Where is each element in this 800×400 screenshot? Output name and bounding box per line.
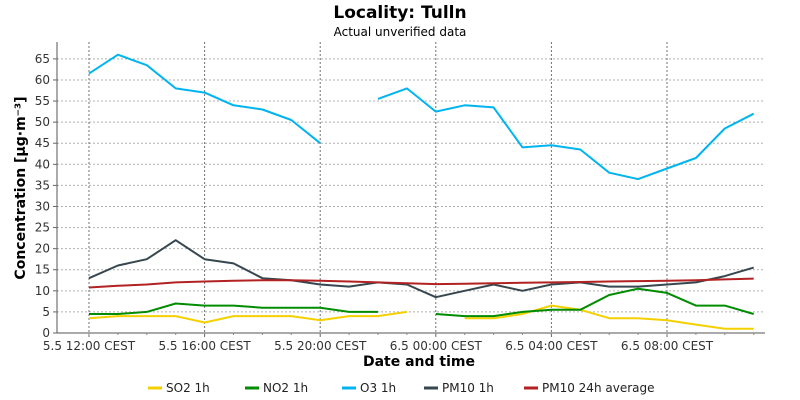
series-line-o3-1h bbox=[88, 53, 321, 144]
x-tick-label: 5.5 20:00 CEST bbox=[274, 339, 367, 353]
legend-label-so2-1h: SO2 1h bbox=[166, 381, 210, 395]
y-tick-label: 20 bbox=[35, 242, 50, 256]
grid-lines bbox=[57, 42, 765, 333]
y-axis-ticks: 0 5 10 15 20 25 30 35 40 45 50 55 60 65 bbox=[35, 52, 57, 340]
x-axis-ticks: 5.5 12:00 CEST 5.5 16:00 CEST 5.5 20:00 CE… bbox=[43, 333, 755, 353]
series-line-no2-1h bbox=[435, 287, 754, 318]
x-tick-label: 5.5 12:00 CEST bbox=[43, 339, 136, 353]
x-tick-label: 6.5 00:00 CEST bbox=[390, 339, 483, 353]
y-tick-label: 10 bbox=[35, 284, 50, 298]
y-tick-label: 30 bbox=[35, 199, 50, 213]
y-tick-label: 35 bbox=[35, 178, 50, 192]
chart-title: Locality: Tulln bbox=[333, 3, 466, 23]
legend-label-pm10-24h-average: PM10 24h average bbox=[542, 381, 655, 395]
x-tick-label: 5.5 16:00 CEST bbox=[158, 339, 251, 353]
series-layer bbox=[88, 53, 755, 330]
series-line-pm10-24h-average bbox=[88, 277, 754, 289]
series-line-so2-1h bbox=[88, 310, 408, 324]
y-tick-label: 50 bbox=[35, 115, 50, 129]
series-line-o3-1h bbox=[377, 87, 755, 181]
y-tick-label: 0 bbox=[42, 326, 50, 340]
y-tick-label: 55 bbox=[35, 94, 50, 108]
series-line-so2-1h bbox=[464, 304, 754, 330]
legend: SO2 1h NO2 1h O3 1h PM10 1h PM10 24h average bbox=[148, 381, 655, 395]
x-tick-label: 6.5 04:00 CEST bbox=[505, 339, 598, 353]
y-tick-label: 45 bbox=[35, 136, 50, 150]
y-tick-label: 15 bbox=[35, 263, 50, 277]
y-tick-label: 5 bbox=[42, 305, 50, 319]
y-tick-label: 60 bbox=[35, 73, 50, 87]
y-tick-label: 65 bbox=[35, 52, 50, 66]
series-line-no2-1h bbox=[89, 302, 378, 315]
chart-subtitle: Actual unverified data bbox=[334, 25, 467, 39]
axes bbox=[56, 42, 765, 334]
y-tick-label: 25 bbox=[35, 221, 50, 235]
legend-label-o3-1h: O3 1h bbox=[360, 381, 396, 395]
x-axis-label: Date and time bbox=[363, 354, 475, 370]
y-axis-label: Concentration [µg·m⁻³] bbox=[13, 96, 29, 279]
y-tick-label: 40 bbox=[35, 157, 50, 171]
x-tick-label: 6.5 08:00 CEST bbox=[621, 339, 714, 353]
legend-label-no2-1h: NO2 1h bbox=[263, 381, 308, 395]
series-line-pm10-1h bbox=[88, 239, 754, 299]
plot-area bbox=[57, 42, 765, 333]
legend-label-pm10-1h: PM10 1h bbox=[442, 381, 494, 395]
